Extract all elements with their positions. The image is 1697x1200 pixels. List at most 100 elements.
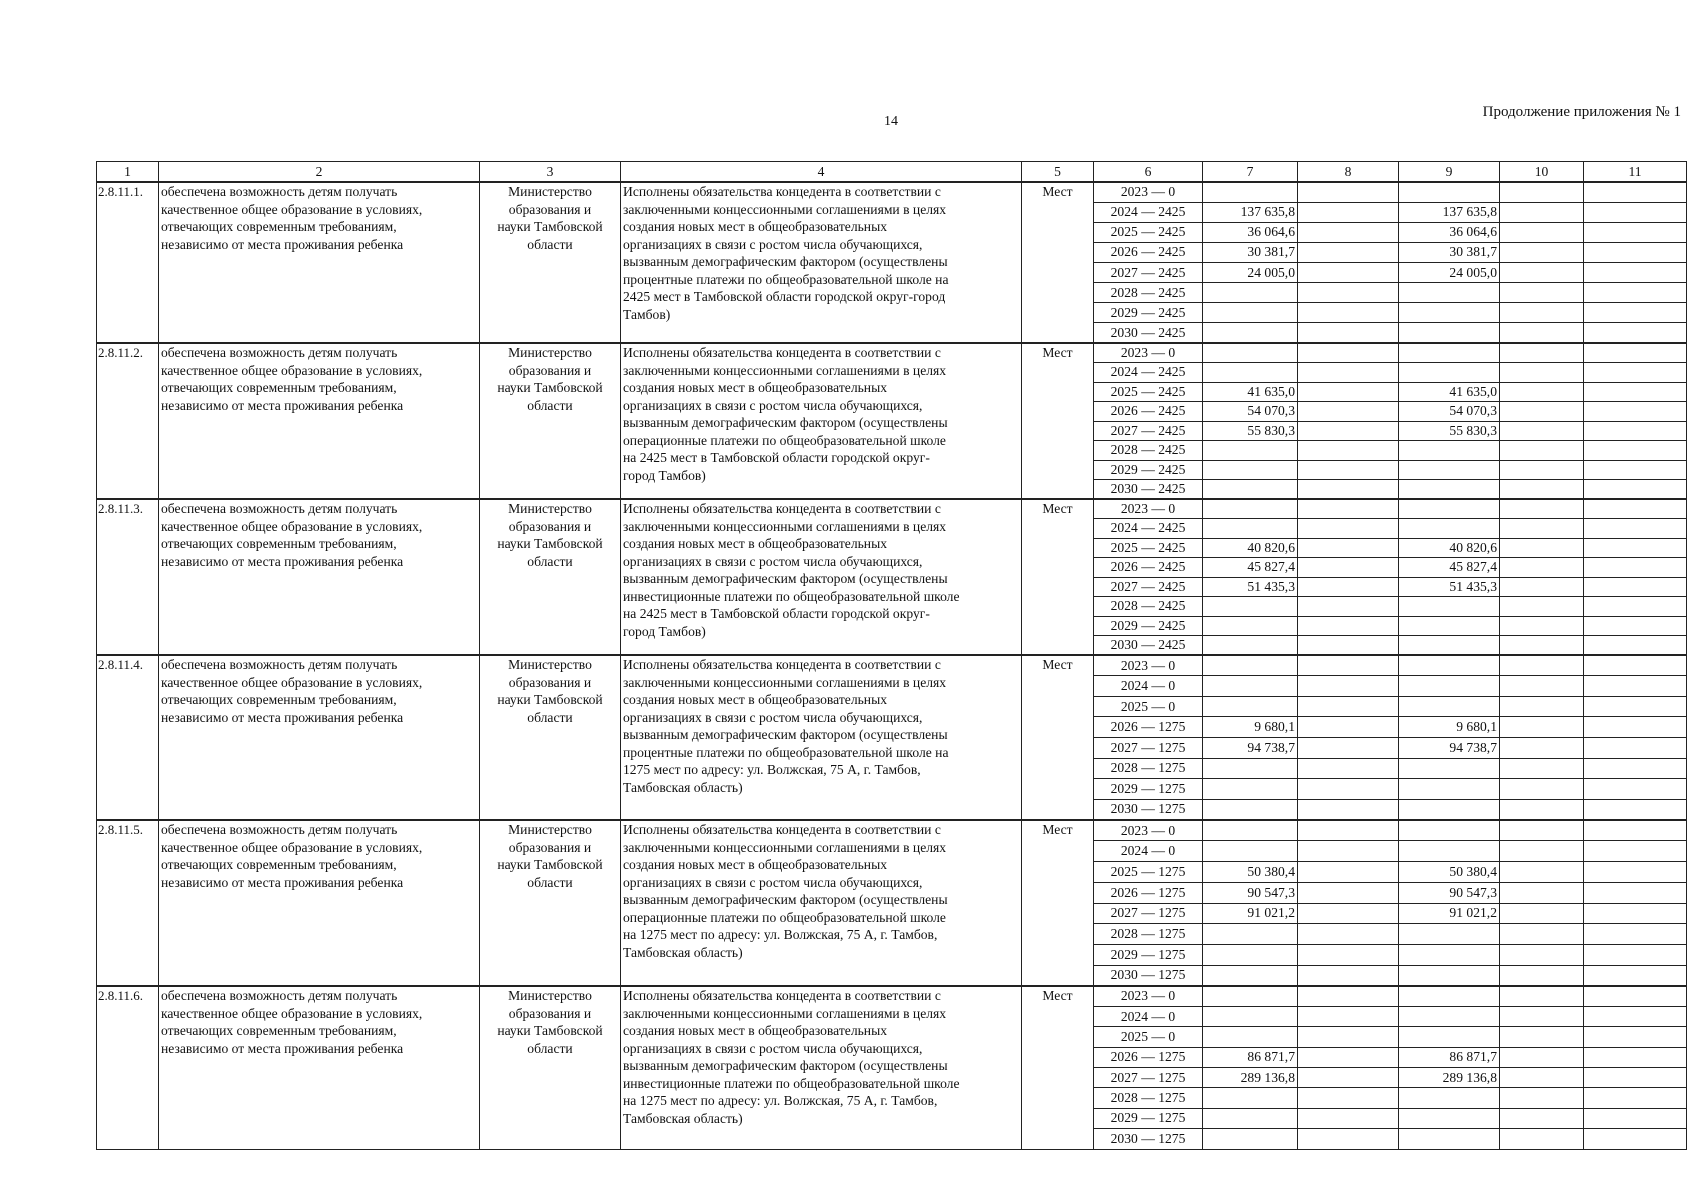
value-cell-col9: [1398, 984, 1500, 1007]
value-cell-col10: [1499, 420, 1584, 441]
value-cell-col7: [1202, 819, 1298, 842]
year-target-cell: 2027 — 2425: [1093, 576, 1203, 597]
value-cell-col11: [1583, 819, 1687, 842]
table-row: 2026 — 2425 54 070,3 54 070,3: [97, 401, 1687, 422]
value-cell-col9: [1398, 819, 1500, 842]
year-target-cell: 2023 — 0: [1093, 654, 1203, 677]
value-cell-col10: [1499, 840, 1584, 862]
value-cell-col7: 45 827,4: [1202, 557, 1298, 578]
table-row: 2028 — 1275: [97, 1087, 1687, 1109]
value-cell-col9: 36 064,6: [1398, 221, 1500, 243]
value-cell-col11: [1583, 440, 1687, 461]
value-cell-col11: [1583, 881, 1687, 904]
value-cell-col11: [1583, 479, 1687, 500]
value-cell-col10: [1499, 635, 1584, 656]
value-cell-col9: 94 738,7: [1398, 737, 1500, 759]
value-cell-col8: [1297, 241, 1399, 264]
table-row: 2.8.11.1. обеспечена возможность детям по…: [96, 180, 1687, 344]
value-cell-col11: [1583, 778, 1687, 800]
value-cell-col7: 41 635,0: [1202, 381, 1298, 402]
value-cell-col10: [1499, 282, 1584, 304]
value-cell-col8: [1297, 282, 1399, 304]
value-cell-col7: [1202, 518, 1298, 539]
value-cell-col7: [1202, 840, 1298, 862]
value-cell-col8: [1297, 675, 1399, 697]
measure-result: обеспечена возможность детям получать ка…: [158, 342, 480, 500]
value-cell-col8: [1297, 1128, 1399, 1150]
year-target-cell: 2029 — 2425: [1093, 302, 1203, 324]
value-cell-col11: [1583, 861, 1687, 883]
measure-result: обеспечена возможность детям получать ка…: [158, 654, 480, 821]
value-cell-col11: [1583, 576, 1687, 597]
unit-of-measure: Мест: [1021, 654, 1094, 821]
year-target-cell: 2023 — 0: [1093, 342, 1203, 363]
value-cell-col10: [1499, 984, 1584, 1007]
value-cell-col10: [1499, 1026, 1584, 1048]
value-cell-col10: [1499, 1128, 1584, 1150]
value-cell-col11: [1583, 518, 1687, 539]
value-cell-col7: [1202, 302, 1298, 324]
year-target-cell: 2023 — 0: [1093, 819, 1203, 842]
value-cell-col10: [1499, 180, 1584, 203]
value-cell-col11: [1583, 635, 1687, 656]
value-cell-col7: 137 635,8: [1202, 201, 1298, 223]
value-cell-col8: [1297, 840, 1399, 862]
value-cell-col11: [1583, 654, 1687, 677]
value-cell-col11: [1583, 557, 1687, 578]
table-row: 2029 — 2425: [97, 459, 1687, 480]
value-cell-col10: [1499, 498, 1584, 519]
column-header-3: 3: [479, 161, 621, 183]
value-cell-col9: [1398, 282, 1500, 304]
value-cell-col9: [1398, 479, 1500, 500]
value-cell-col11: [1583, 342, 1687, 363]
column-header-11: 11: [1583, 161, 1687, 183]
year-target-cell: 2027 — 1275: [1093, 737, 1203, 759]
value-cell-col11: [1583, 362, 1687, 383]
measure-description: Исполнены обязательства концедента в соо…: [620, 181, 1022, 344]
value-cell-col9: 86 871,7: [1398, 1046, 1500, 1069]
value-cell-col9: 50 380,4: [1398, 861, 1500, 883]
measure-result: обеспечена возможность детям получать ка…: [158, 819, 480, 987]
value-cell-col7: [1202, 1128, 1298, 1150]
year-target-cell: 2026 — 1275: [1093, 716, 1203, 738]
value-cell-col10: [1499, 537, 1584, 558]
value-cell-col11: [1583, 381, 1687, 402]
year-target-cell: 2029 — 1275: [1093, 778, 1203, 800]
value-cell-col10: [1499, 201, 1584, 223]
value-cell-col8: [1297, 342, 1399, 363]
value-cell-col9: [1398, 362, 1500, 383]
value-cell-col7: [1202, 459, 1298, 480]
value-cell-col11: [1583, 716, 1687, 738]
value-cell-col8: [1297, 537, 1399, 558]
value-cell-col9: [1398, 695, 1500, 718]
value-cell-col11: [1583, 695, 1687, 718]
measure-description: Исполнены обязательства концедента в соо…: [620, 819, 1022, 987]
value-cell-col7: [1202, 695, 1298, 718]
value-cell-col10: [1499, 964, 1584, 987]
value-cell-col8: [1297, 757, 1399, 780]
column-header-9: 9: [1398, 161, 1500, 183]
value-cell-col7: [1202, 778, 1298, 800]
table-row: 2029 — 1275: [97, 944, 1687, 966]
table-row: 2024 — 2425: [97, 362, 1687, 383]
value-cell-col10: [1499, 261, 1584, 284]
year-target-cell: 2027 — 2425: [1093, 261, 1203, 284]
value-cell-col9: 55 830,3: [1398, 420, 1500, 441]
table-row: 2029 — 2425: [97, 615, 1687, 636]
table-row: 2026 — 1275 90 547,3 90 547,3: [97, 881, 1687, 904]
year-target-cell: 2028 — 1275: [1093, 923, 1203, 945]
table-row: 2028 — 1275: [97, 923, 1687, 945]
measure-number: 2.8.11.5.: [96, 819, 159, 987]
value-cell-col11: [1583, 322, 1687, 344]
value-cell-col8: [1297, 1026, 1399, 1048]
value-cell-col8: [1297, 362, 1399, 383]
value-cell-col10: [1499, 819, 1584, 842]
value-cell-col10: [1499, 302, 1584, 324]
table-row: 2027 — 2425 55 830,3 55 830,3: [97, 420, 1687, 441]
value-cell-col10: [1499, 459, 1584, 480]
value-cell-col11: [1583, 282, 1687, 304]
table-row: 2027 — 1275 289 136,8 289 136,8: [97, 1066, 1687, 1089]
value-cell-col10: [1499, 342, 1584, 363]
value-cell-col11: [1583, 1087, 1687, 1109]
table-row: 2027 — 2425 51 435,3 51 435,3: [97, 576, 1687, 597]
